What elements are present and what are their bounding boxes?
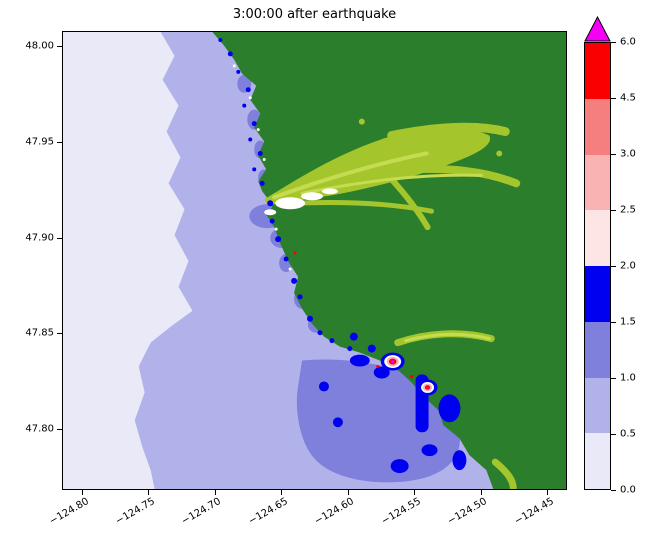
colorbar-segment <box>585 154 610 211</box>
colorbar-tick-label: 0.5 <box>620 428 636 440</box>
hotspot-secondary <box>417 379 438 396</box>
x-tick-label: −124.50 <box>446 496 490 528</box>
map-plot-area <box>62 31 567 490</box>
x-tick-mark <box>347 490 349 495</box>
colorbar-segment <box>585 377 610 434</box>
colorbar-tick-label: 2.5 <box>620 204 636 216</box>
y-tick-mark <box>57 237 62 239</box>
x-tick-label: −124.45 <box>512 496 556 528</box>
x-tick-mark <box>281 490 283 495</box>
colorbar-tick-label: 1.0 <box>620 372 636 384</box>
colorbar-tick-mark <box>611 322 616 323</box>
x-tick-label: −124.80 <box>47 496 91 528</box>
x-tick-mark <box>480 490 482 495</box>
colorbar-segment <box>585 321 610 378</box>
coastal-speckles-deep <box>218 37 353 352</box>
y-tick-mark <box>57 46 62 48</box>
coastal-speckles-white <box>232 64 292 271</box>
y-tick-mark <box>57 428 62 430</box>
colorbar-tick-mark <box>611 98 616 99</box>
y-tick-label: 47.85 <box>25 327 54 339</box>
y-tick-label: 47.80 <box>25 423 54 435</box>
colorbar-tick-label: 0.0 <box>620 484 636 496</box>
hotspot-specks <box>293 251 414 379</box>
colorbar-tick-mark <box>611 154 616 155</box>
colorbar-tick-label: 2.0 <box>620 260 636 272</box>
colorbar-segment <box>585 98 610 155</box>
y-tick-label: 47.95 <box>25 136 54 148</box>
y-tick-mark <box>57 141 62 143</box>
colorbar-tick-mark <box>611 378 616 379</box>
x-tick-label: −124.70 <box>180 496 224 528</box>
x-tick-mark <box>414 490 416 495</box>
x-tick-label: −124.60 <box>313 496 357 528</box>
colorbar-tick-label: 6.0 <box>620 36 636 48</box>
colorbar-tick-label: 4.5 <box>620 92 636 104</box>
colorbar-bar <box>584 42 611 490</box>
x-tick-label: −124.75 <box>113 496 157 528</box>
colorbar-tick-mark <box>611 42 616 43</box>
colorbar-segment <box>585 210 610 266</box>
colorbar-segment <box>585 43 610 99</box>
hotspot-primary <box>380 352 405 371</box>
y-tick-label: 48.00 <box>25 40 54 52</box>
x-tick-label: −124.65 <box>246 496 290 528</box>
x-tick-label: −124.55 <box>379 496 423 528</box>
colorbar-tick-mark <box>611 434 616 435</box>
x-tick-mark <box>214 490 216 495</box>
estuary-channels <box>264 118 521 489</box>
map-svg <box>63 32 566 489</box>
colorbar-segment <box>585 266 610 322</box>
colorbar-tick-label: 1.5 <box>620 316 636 328</box>
colorbar-tick-mark <box>611 210 616 211</box>
y-tick-mark <box>57 333 62 335</box>
colorbar-tick-mark <box>611 266 616 267</box>
colorbar-over-arrow <box>584 16 611 42</box>
white-patches <box>264 188 338 216</box>
colorbar-segment <box>585 433 610 489</box>
y-tick-label: 47.90 <box>25 232 54 244</box>
colorbar-tick-label: 3.0 <box>620 148 636 160</box>
x-tick-mark <box>81 490 83 495</box>
x-tick-mark <box>547 490 549 495</box>
chart-title: 3:00:00 after earthquake <box>232 7 397 22</box>
x-tick-mark <box>148 490 150 495</box>
colorbar-tick-mark <box>611 490 616 491</box>
